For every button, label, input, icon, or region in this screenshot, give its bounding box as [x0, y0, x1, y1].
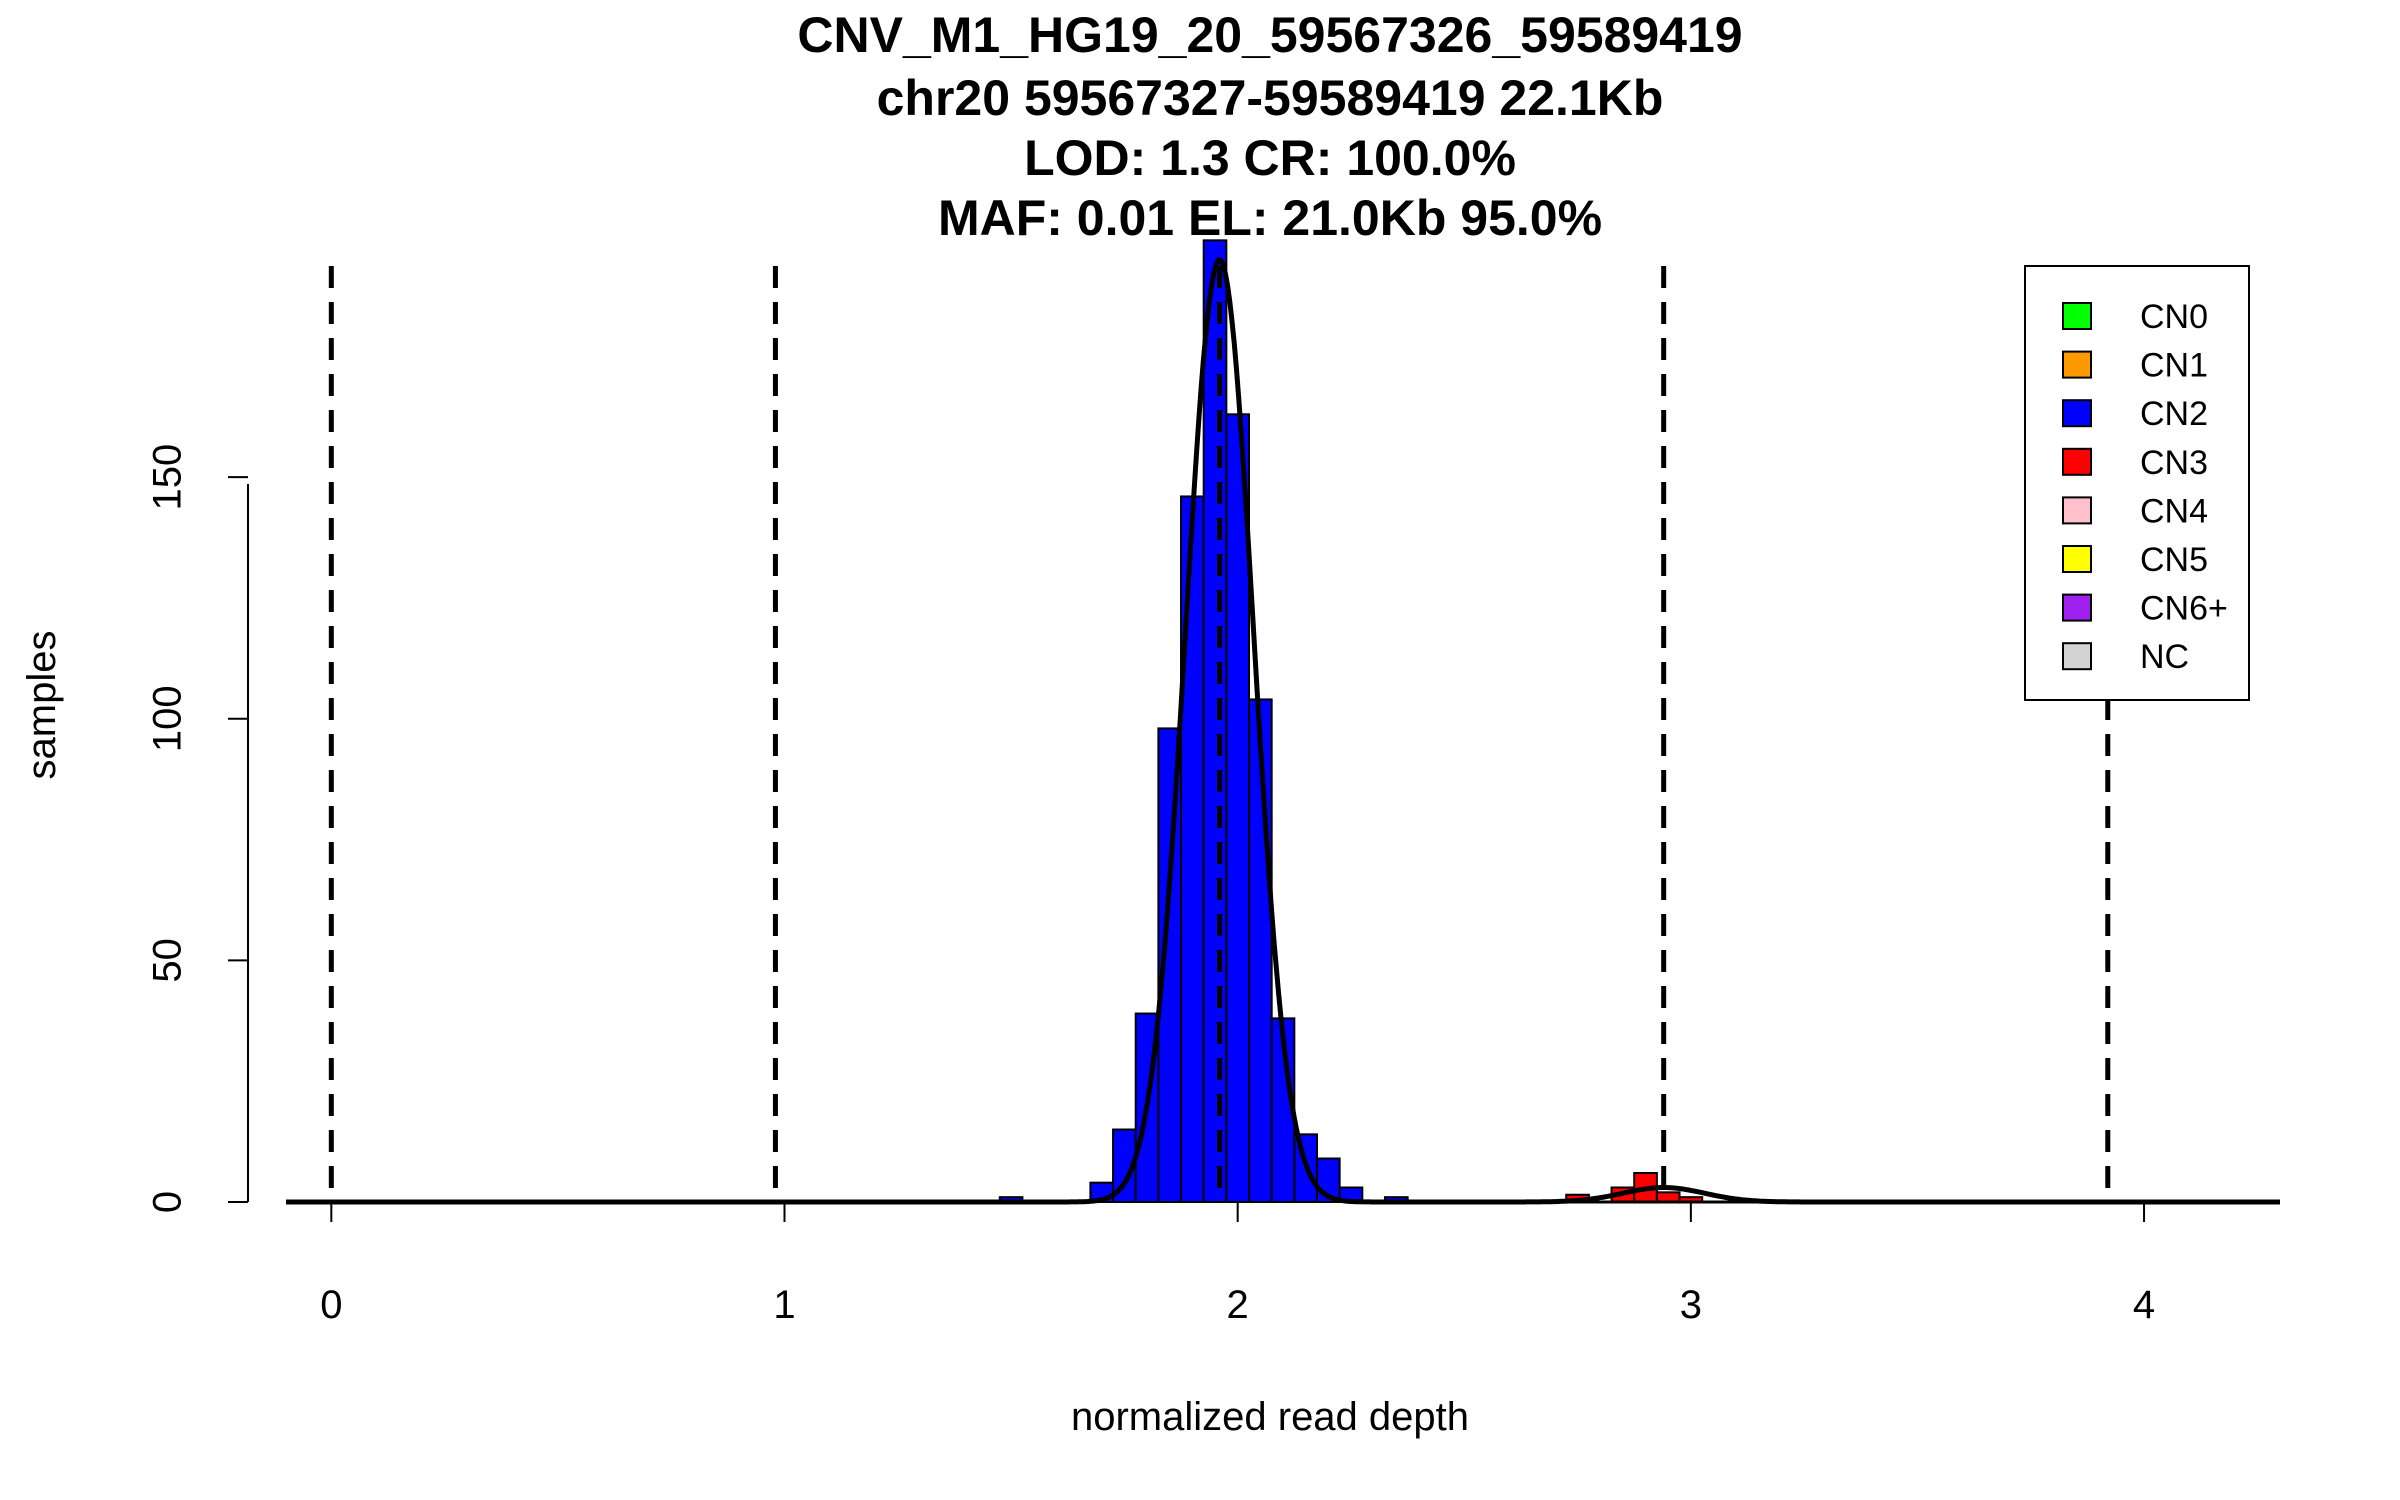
- legend-label-cn3: CN3: [2140, 444, 2208, 482]
- y-tick-label-2: 100: [146, 685, 190, 752]
- x-tick-label-2: 2: [1227, 1283, 1249, 1327]
- chart-title: CNV_M1_HG19_20_59567326_59589419 chr20 5…: [797, 7, 1742, 246]
- x-tick-label-3: 3: [1680, 1283, 1702, 1327]
- bar-cn2-6: [1202, 239, 1228, 1203]
- legend-label-nc: NC: [2140, 638, 2189, 676]
- bar-cn2-5: [1180, 495, 1205, 1203]
- y-tick-label-3: 150: [146, 444, 190, 511]
- legend-swatch-cn1: [2062, 350, 2092, 379]
- legend-swatch-cn0: [2062, 302, 2092, 330]
- legend-swatch-cn2: [2062, 399, 2092, 428]
- legend: CN0 CN1 CN2 CN3 CN4 CN5 CN6+ NC: [2024, 265, 2250, 701]
- title-line-2: chr20 59567327-59589419 22.1Kb: [877, 70, 1664, 126]
- title-line-3: LOD: 1.3 CR: 100.0%: [1024, 130, 1516, 186]
- x-axis: 0 1 2 3 4: [320, 1201, 2160, 1327]
- legend-swatch-cn5: [2062, 545, 2092, 573]
- y-axis-label: samples: [20, 631, 64, 780]
- legend-label-cn0: CN0: [2140, 298, 2208, 336]
- legend-swatch-cn4: [2062, 496, 2092, 525]
- legend-swatch-cn3: [2062, 447, 2092, 476]
- legend-label-cn5: CN5: [2140, 541, 2208, 579]
- legend-swatch-nc: [2062, 642, 2092, 671]
- y-tick-label-1: 50: [146, 938, 190, 983]
- legend-label-cn4: CN4: [2140, 492, 2208, 530]
- legend-label-cn2: CN2: [2140, 395, 2208, 433]
- legend-label-cn1: CN1: [2140, 347, 2208, 385]
- y-tick-label-0: 0: [146, 1191, 190, 1213]
- x-tick-label-4: 4: [2133, 1283, 2155, 1327]
- x-axis-label: normalized read depth: [1071, 1395, 1469, 1439]
- legend-box: [2024, 265, 2250, 701]
- legend-swatch-cn6plus: [2062, 593, 2092, 622]
- y-axis: 0 50 100 150: [146, 444, 249, 1213]
- x-tick-label-0: 0: [320, 1283, 342, 1327]
- title-line-1: CNV_M1_HG19_20_59567326_59589419: [797, 7, 1742, 63]
- title-line-4: MAF: 0.01 EL: 21.0Kb 95.0%: [938, 190, 1602, 246]
- legend-label-cn6plus: CN6+: [2140, 590, 2228, 628]
- x-tick-label-1: 1: [773, 1283, 795, 1327]
